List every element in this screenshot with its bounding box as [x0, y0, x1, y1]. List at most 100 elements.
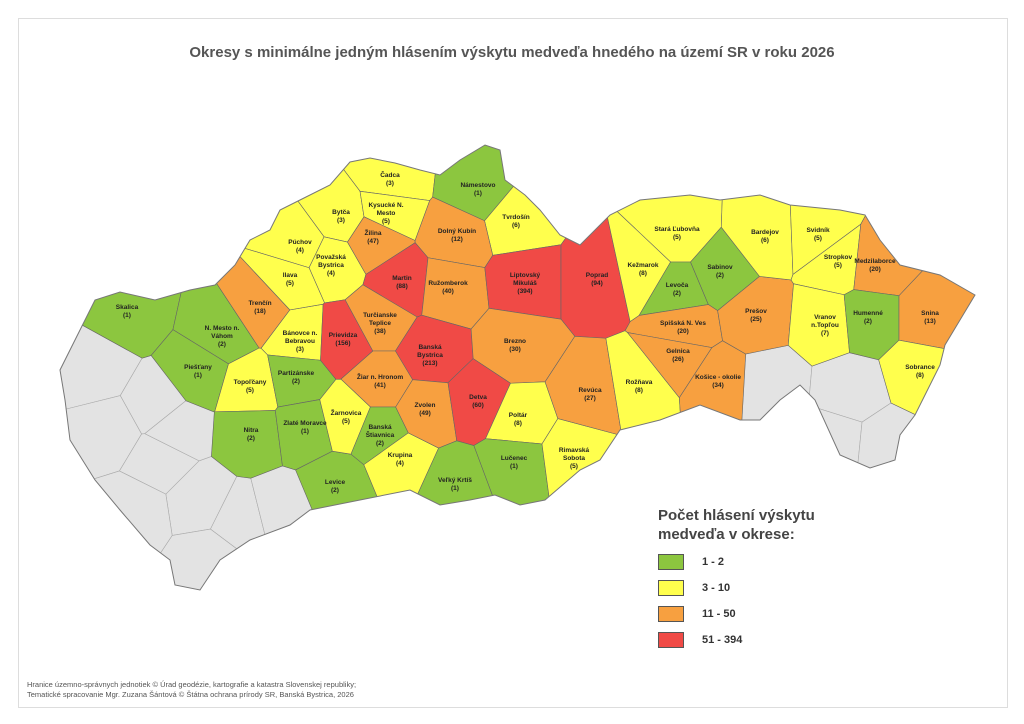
district-count: (20) — [869, 266, 881, 273]
district-name: Liptovský Mikuláš — [509, 272, 541, 287]
legend-label: 3 - 10 — [702, 582, 731, 594]
district-label: N. Mesto n. Váhom (2) — [198, 325, 246, 349]
district-name: Detva — [469, 394, 487, 401]
legend-swatch — [658, 632, 684, 648]
legend: Počet hlásení výskytu medveďa v okrese: … — [658, 506, 858, 648]
district-name: Ružomberok — [428, 280, 468, 287]
legend-label: 11 - 50 — [702, 608, 736, 620]
district-name: Trenčín — [248, 300, 272, 307]
district-name: Bardejov — [751, 229, 779, 236]
district-label: Košice - okolie (34) — [694, 374, 742, 390]
district-name: Zlaté Moravce — [283, 420, 327, 427]
district-name: Brezno — [503, 338, 527, 345]
district-name: Kežmarok — [627, 262, 659, 269]
district-label: Partizánske (2) — [272, 370, 320, 386]
district-count: (5) — [673, 234, 681, 241]
district-count: (1) — [510, 463, 518, 470]
district-label: Bánovce n. Bebravou (3) — [276, 330, 324, 354]
district-label: Nitra (2) — [227, 427, 275, 443]
district-label: Banská Bystrica (213) — [406, 344, 454, 368]
legend-item: 51 - 394 — [658, 632, 858, 648]
district-label: Zvolen (49) — [401, 402, 449, 418]
district-label: Ilava (5) — [266, 272, 314, 288]
district-count: (30) — [509, 346, 521, 353]
legend-swatch — [658, 580, 684, 596]
footer-line: Tematické spracovanie Mgr. Zuzana Šántov… — [27, 690, 354, 699]
legend-item: 11 - 50 — [658, 606, 858, 622]
district-name: Rožňava — [625, 379, 653, 386]
district-count: (13) — [924, 318, 936, 325]
district-name: Bytča — [332, 209, 350, 216]
district-count: (5) — [814, 235, 822, 242]
district-label: Prešov (25) — [732, 308, 780, 324]
district-label: Bytča (3) — [317, 209, 365, 225]
district-name: Svidník — [806, 227, 830, 234]
district-label: Rimavská Sobota (5) — [550, 447, 598, 471]
district-name: Veľký Krtíš — [438, 477, 472, 484]
district-count: (5) — [570, 463, 578, 470]
district-count: (38) — [374, 328, 386, 335]
district-count: (25) — [750, 316, 762, 323]
country-outline — [59, 144, 976, 591]
district-count: (60) — [472, 402, 484, 409]
district-count: (2) — [331, 487, 339, 494]
district-name: Stropkov — [823, 254, 853, 261]
district-count: (49) — [419, 410, 431, 417]
district-name: Tvrdošín — [502, 214, 530, 221]
district-count: (88) — [396, 283, 408, 290]
district-count: (5) — [342, 418, 350, 425]
district-name: Topoľčany — [233, 379, 267, 386]
footer-line: Hranice územno-správnych jednotiek © Úra… — [27, 680, 357, 689]
district-name: Bánovce n. Bebravou — [282, 330, 318, 345]
district-name: Žilina — [364, 230, 382, 237]
district-name: Zvolen — [414, 402, 436, 409]
legend-label: 51 - 394 — [702, 634, 743, 646]
district-label: Zlaté Moravce (1) — [281, 420, 329, 436]
district-name: Lučenec — [500, 455, 528, 462]
district-count: (34) — [712, 382, 724, 389]
district-name: Gelnica — [666, 348, 690, 355]
district-count: (7) — [821, 330, 829, 337]
district-label: Poprad (94) — [573, 272, 621, 288]
district-label: Čadca (3) — [366, 172, 414, 188]
district-name: Ilava — [282, 272, 298, 279]
district-label: Žilina (47) — [349, 230, 397, 246]
district-name: Humenné — [853, 310, 883, 317]
district-label: Brezno (30) — [491, 338, 539, 354]
district-label: Prievidza (156) — [319, 332, 367, 348]
district-count: (18) — [254, 308, 266, 315]
district-count: (5) — [286, 280, 294, 287]
district-label: Trenčín (18) — [236, 300, 284, 316]
district-name: Stará Ľubovňa — [654, 226, 700, 233]
district-label: Medzilaborce (20) — [851, 258, 899, 274]
district-name: Skalica — [115, 304, 139, 311]
district-count: (1) — [451, 485, 459, 492]
district-name: Sabinov — [707, 264, 733, 271]
district-count: (4) — [396, 460, 404, 467]
district-label: Poltár (8) — [494, 412, 542, 428]
district-label: Sobrance (8) — [896, 364, 944, 380]
district-label: Lučenec (1) — [490, 455, 538, 471]
district-name: Dolný Kubín — [437, 228, 477, 235]
district-count: (47) — [367, 238, 379, 245]
district-name: Levice — [324, 479, 346, 486]
district-count: (156) — [335, 340, 351, 347]
district-count: (213) — [422, 360, 438, 367]
district-name: Kysucké N. Mesto — [368, 202, 404, 217]
district-name: Púchov — [288, 239, 312, 246]
district-label: Banská Štiavnica (2) — [356, 424, 404, 448]
district-count: (94) — [591, 280, 603, 287]
district-count: (20) — [677, 328, 689, 335]
district-name: Levoča — [665, 282, 689, 289]
district-count: (6) — [512, 222, 520, 229]
district-label: Stará Ľubovňa (5) — [653, 226, 701, 242]
district-label: Kysucké N. Mesto (5) — [362, 202, 410, 226]
district-count: (2) — [673, 290, 681, 297]
district-count: (8) — [639, 270, 647, 277]
district-count: (27) — [584, 395, 596, 402]
district-label: Sabinov (2) — [696, 264, 744, 280]
district-count: (2) — [716, 272, 724, 279]
district-name: Martin — [392, 275, 412, 282]
district-label: Liptovský Mikuláš (394) — [501, 272, 549, 296]
